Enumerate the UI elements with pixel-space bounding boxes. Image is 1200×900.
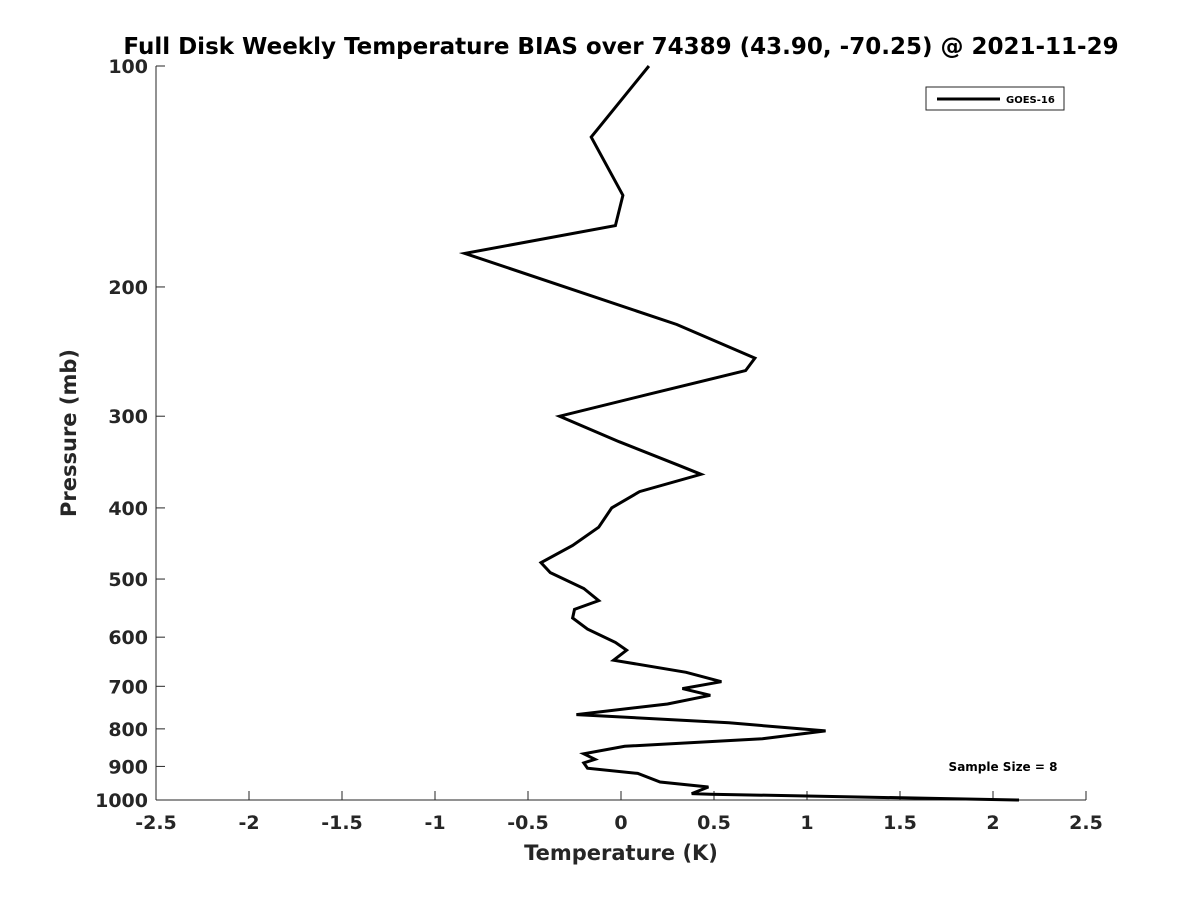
y-axis-label: Pressure (mb): [57, 349, 81, 517]
legend-label-goes16: GOES-16: [1006, 95, 1055, 106]
legend: GOES-16: [925, 86, 1065, 111]
sample-size-annotation: Sample Size = 8: [949, 760, 1058, 774]
x-ticks: -2.5 -2 -1.5 -1 -0.5 0 0.5 1 1.5 2 2.5: [135, 791, 1103, 834]
x-tick-label: 0: [614, 812, 627, 834]
y-tick-label: 1000: [95, 790, 148, 812]
x-tick-label: 1: [800, 812, 813, 834]
x-tick-label: -1.5: [321, 812, 363, 834]
series-line-goes16: [458, 65, 1020, 802]
y-tick-label: 700: [108, 676, 148, 698]
series-layer: [458, 65, 1020, 802]
y-tick-label: 400: [108, 498, 148, 520]
y-tick-label: 100: [108, 56, 148, 78]
x-tick-label: 2.5: [1069, 812, 1103, 834]
x-tick-label: -1: [424, 812, 445, 834]
x-tick-label: -2: [238, 812, 259, 834]
x-tick-label: -0.5: [507, 812, 549, 834]
x-tick-label: 0.5: [697, 812, 731, 834]
y-tick-label: 900: [108, 756, 148, 778]
x-tick-label: -2.5: [135, 812, 177, 834]
y-tick-label: 200: [108, 277, 148, 299]
x-tick-label: 2: [986, 812, 999, 834]
chart-title: Full Disk Weekly Temperature BIAS over 7…: [123, 34, 1118, 60]
y-tick-label: 300: [108, 406, 148, 428]
y-tick-label: 600: [108, 627, 148, 649]
y-tick-label: 500: [108, 569, 148, 591]
plot-axes: [155, 66, 1086, 801]
x-axis-label: Temperature (K): [524, 841, 718, 865]
y-tick-label: 800: [108, 719, 148, 741]
y-ticks: 100 200 300 400 500 600 700 800 900 1000: [95, 56, 165, 812]
x-tick-label: 1.5: [883, 812, 917, 834]
